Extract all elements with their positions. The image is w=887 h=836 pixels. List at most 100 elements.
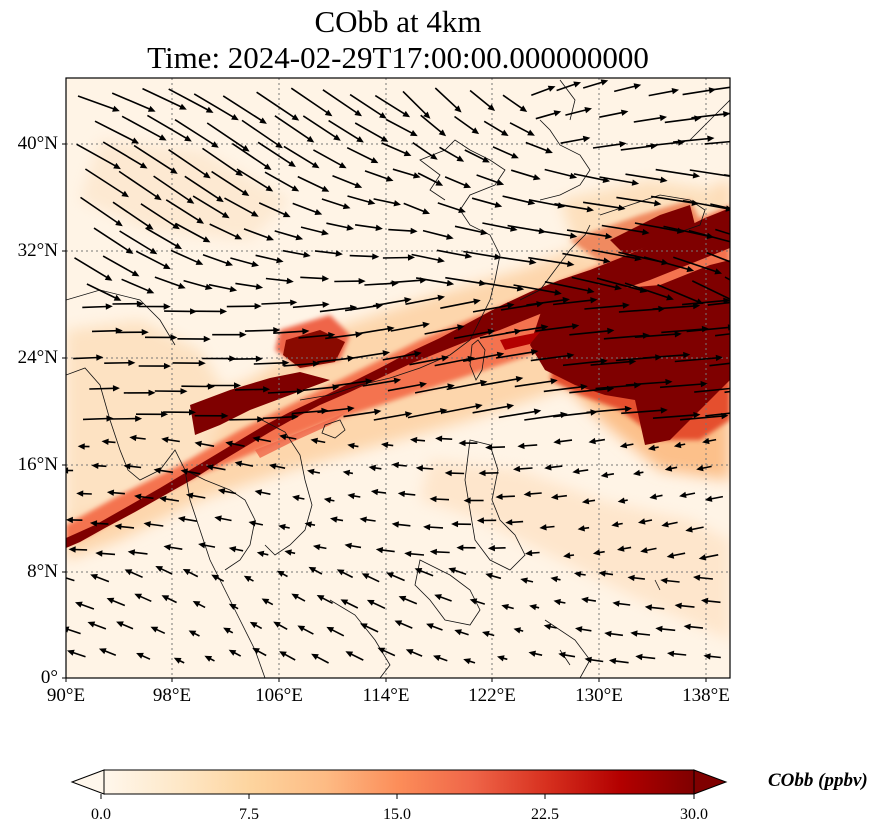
wind-arrow-shaft bbox=[82, 305, 108, 309]
wind-arrow-shaft bbox=[514, 380, 554, 388]
wind-arrow-head bbox=[665, 378, 673, 386]
wind-arrow-head bbox=[310, 437, 318, 444]
wind-arrow-shaft bbox=[283, 362, 315, 367]
wind-arrow-head bbox=[291, 185, 300, 192]
wind-arrow-shaft bbox=[140, 203, 177, 228]
wind-arrow-head bbox=[249, 621, 258, 629]
wind-arrow-head bbox=[368, 464, 376, 472]
wind-arrow-head bbox=[487, 328, 496, 336]
wind-arrow-head bbox=[693, 574, 701, 581]
wind-arrow-head bbox=[527, 129, 535, 136]
wind-arrow-head bbox=[158, 134, 167, 141]
wind-arrow-head bbox=[257, 416, 265, 423]
wind-arrow-head bbox=[497, 655, 505, 662]
wind-arrow-shaft bbox=[283, 435, 297, 440]
wind-arrow-head bbox=[547, 85, 556, 92]
wind-arrow-head bbox=[91, 462, 99, 469]
wind-arrow-shaft bbox=[403, 202, 426, 213]
wind-arrow-shaft bbox=[495, 351, 534, 359]
wind-arrow-shaft bbox=[262, 416, 294, 420]
wind-arrow-head bbox=[358, 278, 366, 285]
wind-arrow-head bbox=[89, 520, 98, 527]
wind-arrow-shaft bbox=[407, 410, 443, 419]
wind-arrow-shaft bbox=[544, 281, 590, 292]
wind-arrow-head bbox=[464, 252, 473, 259]
wind-arrow-shaft bbox=[273, 330, 305, 334]
lon-tick-label: 114°E bbox=[362, 685, 410, 706]
wind-arrow-head bbox=[202, 236, 211, 243]
wind-arrow-shaft bbox=[396, 523, 411, 527]
wind-arrow-shaft bbox=[133, 144, 174, 172]
wind-arrow-head bbox=[463, 658, 471, 665]
wind-arrow-shaft bbox=[86, 283, 118, 300]
colorbar bbox=[70, 769, 728, 799]
wind-arrow-head bbox=[375, 224, 383, 231]
wind-arrow-shaft bbox=[569, 330, 610, 336]
wind-arrow-head bbox=[703, 653, 711, 660]
wind-arrow-head bbox=[563, 552, 571, 559]
wind-arrow-shaft bbox=[616, 196, 657, 205]
wind-arrow-shaft bbox=[434, 551, 450, 554]
wind-arrow-shaft bbox=[300, 226, 325, 234]
wind-arrow-head bbox=[644, 604, 652, 611]
colorbar-tick-label: 22.5 bbox=[531, 806, 559, 823]
wind-arrow-head bbox=[297, 625, 306, 632]
wind-arrow-shaft bbox=[601, 224, 645, 234]
wind-arrow-head bbox=[515, 376, 524, 383]
wind-arrow-head bbox=[588, 437, 596, 445]
wind-arrow-shaft bbox=[415, 277, 450, 285]
wind-arrow-head bbox=[569, 172, 578, 179]
wind-arrow-head bbox=[296, 388, 304, 395]
wind-arrow-shaft bbox=[410, 650, 423, 657]
wind-arrow-head bbox=[692, 302, 701, 310]
wind-arrow-head bbox=[146, 287, 155, 294]
wind-arrow-shaft bbox=[553, 299, 593, 306]
wind-arrow-head bbox=[149, 247, 158, 255]
wind-arrow-shaft bbox=[170, 249, 200, 264]
wind-arrow-shaft bbox=[614, 85, 637, 93]
wind-arrow-head bbox=[174, 242, 182, 250]
wind-arrow-head bbox=[251, 210, 259, 217]
wind-arrow-shaft bbox=[111, 92, 152, 111]
axis-ticks bbox=[62, 143, 707, 682]
wind-arrow-shaft bbox=[211, 170, 246, 194]
wind-arrow-head bbox=[413, 172, 421, 179]
wind-arrow-head bbox=[66, 626, 70, 633]
wind-arrow-head bbox=[114, 523, 122, 530]
wind-arrow-shaft bbox=[409, 552, 425, 556]
wind-arrow-shaft bbox=[434, 357, 471, 367]
wind-arrow-head bbox=[620, 109, 629, 116]
wind-arrow-head bbox=[513, 465, 521, 473]
wind-arrow-head bbox=[423, 524, 431, 531]
wind-arrow-shaft bbox=[709, 495, 724, 500]
wind-arrow-shaft bbox=[219, 517, 232, 522]
wind-arrow-head bbox=[254, 489, 263, 496]
colorbar-title: CObb (ppbv) bbox=[768, 770, 868, 791]
wind-arrow-shaft bbox=[102, 255, 136, 275]
wind-arrow-head bbox=[487, 104, 496, 111]
wind-arrow-shaft bbox=[354, 122, 385, 141]
wind-arrow-head bbox=[410, 227, 418, 235]
wind-arrow-shaft bbox=[671, 552, 686, 557]
wind-arrow-shaft bbox=[462, 353, 500, 362]
wind-arrow-head bbox=[750, 297, 757, 303]
wind-arrow-shaft bbox=[301, 627, 314, 635]
wind-arrow-shaft bbox=[471, 197, 498, 206]
wind-arrow-head bbox=[612, 600, 620, 607]
wind-arrow-head bbox=[314, 209, 323, 215]
wind-arrow-head bbox=[194, 440, 202, 447]
wind-arrow-shaft bbox=[112, 201, 150, 228]
wind-arrow-head bbox=[511, 152, 519, 159]
wind-arrow-head bbox=[127, 549, 136, 556]
wind-arrow-head bbox=[655, 625, 663, 633]
wind-arrow-shaft bbox=[463, 250, 497, 258]
wind-arrow-shaft bbox=[209, 223, 238, 239]
colorbar-gradient bbox=[103, 769, 695, 795]
wind-arrow-shaft bbox=[688, 229, 730, 243]
wind-arrow-shaft bbox=[560, 137, 586, 144]
wind-arrow-shaft bbox=[478, 281, 520, 290]
wind-arrow-head bbox=[584, 656, 592, 663]
wind-arrow-shaft bbox=[586, 408, 628, 414]
wind-arrow-head bbox=[757, 293, 765, 299]
wind-arrow-shaft bbox=[317, 407, 350, 414]
